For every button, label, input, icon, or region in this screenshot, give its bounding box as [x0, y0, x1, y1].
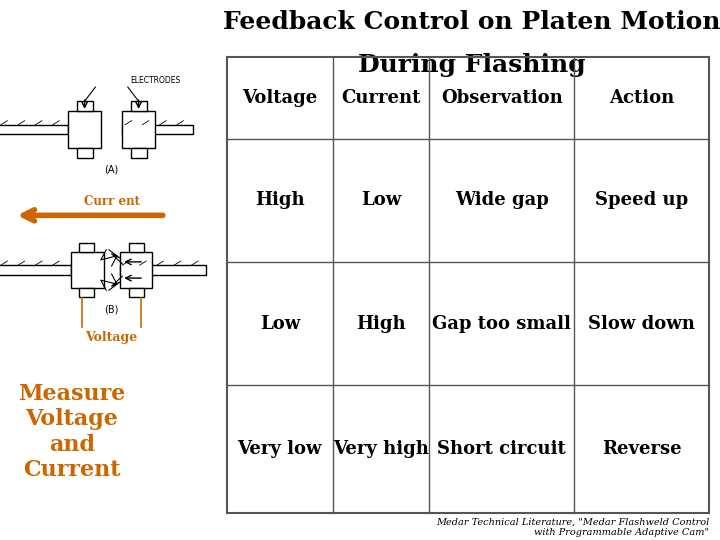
Bar	[71, 252, 104, 288]
Text: During Flashing: During Flashing	[358, 53, 585, 77]
Text: High: High	[255, 192, 305, 210]
Text: Low: Low	[260, 315, 300, 333]
Bar	[0, 125, 68, 134]
Bar	[0, 265, 71, 275]
Bar	[79, 288, 94, 297]
Text: (A): (A)	[104, 164, 119, 174]
Bar	[120, 265, 206, 275]
Bar	[76, 102, 93, 111]
Bar	[130, 102, 147, 111]
Bar	[130, 148, 147, 158]
Bar	[129, 243, 144, 252]
Bar	[129, 288, 144, 297]
Bar	[122, 125, 192, 134]
Bar	[68, 111, 101, 148]
Text: Slow down: Slow down	[588, 315, 695, 333]
Text: Curr ent: Curr ent	[84, 195, 140, 208]
Text: Speed up: Speed up	[595, 192, 688, 210]
Text: Wide gap: Wide gap	[455, 192, 549, 210]
Bar	[79, 243, 94, 252]
Text: Voltage: Voltage	[242, 89, 318, 107]
Text: Very high: Very high	[333, 440, 429, 458]
Text: Short circuit: Short circuit	[437, 440, 566, 458]
Text: Gap too small: Gap too small	[432, 315, 571, 333]
Text: Action: Action	[609, 89, 675, 107]
Bar	[120, 252, 152, 288]
Text: Measure
Voltage
and
Current: Measure Voltage and Current	[18, 383, 126, 481]
Text: Observation: Observation	[441, 89, 562, 107]
Text: Reverse: Reverse	[602, 440, 681, 458]
Text: Current: Current	[341, 89, 421, 107]
Text: Medar Technical Literature, "Medar Flashweld Control
with Programmable Adaptive : Medar Technical Literature, "Medar Flash…	[436, 518, 709, 537]
Text: ELECTRODES: ELECTRODES	[130, 76, 181, 85]
Text: Voltage: Voltage	[86, 330, 138, 344]
Text: (B): (B)	[104, 305, 119, 314]
Text: High: High	[356, 315, 406, 333]
Text: Very low: Very low	[238, 440, 322, 458]
Bar	[227, 57, 709, 513]
Text: Feedback Control on Platen Motion: Feedback Control on Platen Motion	[223, 10, 720, 33]
Text: Low: Low	[361, 192, 401, 210]
Bar	[122, 111, 155, 148]
Bar	[76, 148, 93, 158]
